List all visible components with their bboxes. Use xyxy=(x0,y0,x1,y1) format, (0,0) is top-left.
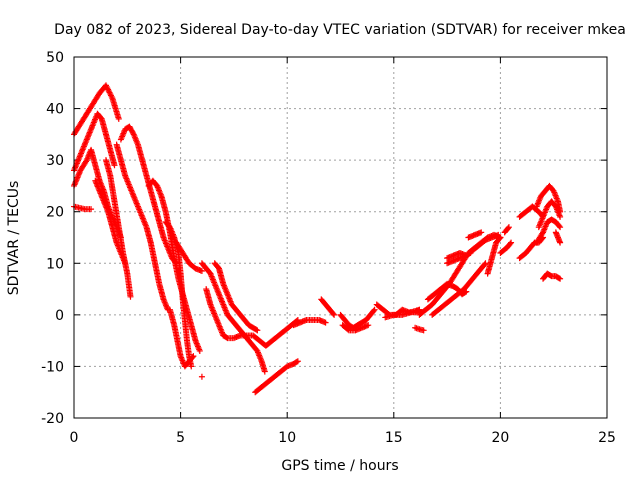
x-tick-label: 25 xyxy=(598,430,616,446)
data-point xyxy=(370,307,377,314)
series-track-24 xyxy=(412,324,427,334)
data-point xyxy=(505,224,512,231)
chart-title: Day 082 of 2023, Sidereal Day-to-day VTE… xyxy=(54,22,626,38)
series-track-30 xyxy=(465,229,485,241)
x-tick-label: 0 xyxy=(70,430,79,446)
series-track-32 xyxy=(497,239,515,256)
series-track-6 xyxy=(102,157,134,300)
data-points xyxy=(71,82,564,396)
series-track-39 xyxy=(540,270,564,282)
series-track-21 xyxy=(339,322,372,334)
series-track-37 xyxy=(535,198,564,231)
series-track-7 xyxy=(117,123,180,267)
series-track-17 xyxy=(252,358,301,396)
y-tick-label: 50 xyxy=(46,50,64,66)
x-tick-label: 5 xyxy=(176,430,185,446)
y-tick-label: -10 xyxy=(41,359,64,375)
data-point xyxy=(254,327,261,334)
data-point xyxy=(198,373,205,380)
y-tick-label: 0 xyxy=(55,308,64,324)
data-point xyxy=(111,162,118,169)
x-tick-label: 10 xyxy=(278,430,296,446)
data-point xyxy=(189,354,196,361)
data-point xyxy=(196,347,203,354)
data-point xyxy=(188,363,195,370)
series-track-18 xyxy=(290,317,329,329)
series-track-10 xyxy=(162,219,195,370)
series-track-27 xyxy=(429,260,489,318)
data-point xyxy=(198,268,205,275)
data-point xyxy=(505,225,512,232)
series-track-12 xyxy=(173,239,205,275)
y-tick-label: 20 xyxy=(46,205,64,221)
plot-frame xyxy=(73,56,608,419)
x-tick-label: 20 xyxy=(491,430,509,446)
data-point xyxy=(497,234,504,241)
data-point xyxy=(557,224,564,231)
series-track-8 xyxy=(113,141,171,313)
data-point xyxy=(88,206,95,213)
data-point xyxy=(556,275,563,282)
grid xyxy=(74,57,607,418)
series-track-15 xyxy=(198,260,268,375)
series-track-1 xyxy=(71,82,122,138)
series-track-25 xyxy=(416,231,504,318)
data-point xyxy=(420,327,427,334)
series-track-23 xyxy=(382,306,423,321)
y-tick-label: 10 xyxy=(46,256,64,272)
data-point xyxy=(322,319,329,326)
data-point xyxy=(478,229,485,236)
series-track-29 xyxy=(444,231,502,267)
series-track-40 xyxy=(552,229,564,246)
data-point xyxy=(261,368,268,375)
data-point xyxy=(508,239,515,246)
y-tick-label: 40 xyxy=(46,102,64,118)
series-track-31 xyxy=(484,234,504,277)
data-point xyxy=(331,311,338,318)
data-point xyxy=(557,239,564,246)
x-tick-label: 15 xyxy=(385,430,403,446)
data-point xyxy=(556,223,563,230)
series-track-38 xyxy=(533,216,564,246)
data-point xyxy=(253,326,260,333)
data-point xyxy=(294,358,301,365)
series-track-19 xyxy=(318,296,338,318)
y-axis-label: SDTVAR / TECUs xyxy=(6,181,22,296)
series-track-11 xyxy=(166,306,197,370)
data-point xyxy=(344,326,351,333)
data-point xyxy=(557,275,564,282)
data-point xyxy=(129,130,136,137)
data-point xyxy=(330,310,337,317)
data-point xyxy=(557,213,564,220)
data-point xyxy=(190,353,197,360)
series-track-16 xyxy=(211,260,261,334)
series-track-26 xyxy=(424,280,470,303)
y-tick-label: -20 xyxy=(41,411,64,427)
data-point xyxy=(365,322,372,329)
data-point xyxy=(223,334,230,341)
data-point xyxy=(371,306,378,313)
data-point xyxy=(496,235,503,242)
series-track-13 xyxy=(198,373,205,380)
x-axis-label: GPS time / hours xyxy=(281,458,398,474)
data-point xyxy=(481,261,488,268)
data-point xyxy=(416,306,423,313)
data-point xyxy=(127,293,134,300)
series-track-33 xyxy=(501,224,512,236)
y-tick-label: 30 xyxy=(46,153,64,169)
data-point xyxy=(115,115,122,122)
data-point xyxy=(507,240,514,247)
data-point xyxy=(293,358,300,365)
